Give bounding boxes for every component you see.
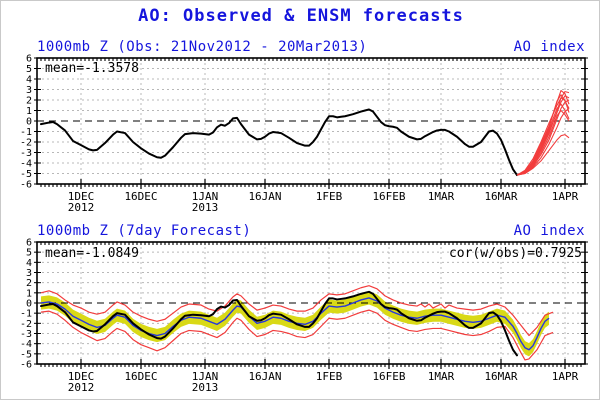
x-tick-label: 16FEB [372,190,405,203]
x-tick-label: 1APR [552,370,579,383]
y-tick-label: 3 [26,85,32,96]
x-tick-label: 16MAR [484,190,517,203]
x-tick-label: 16DEC [124,190,157,203]
y-tick-label: -2 [20,138,32,149]
x-tick-label: 16JAN [248,190,281,203]
y-tick-label: 6 [26,238,32,249]
envelope-line [40,285,554,337]
x-tick-label: 1JAN [192,370,219,383]
panel1-header: 1000mb Z (Obs: 21Nov2012 - 20Mar2013) AO… [37,39,585,55]
x-tick-label: 1FEB [316,190,343,203]
ensemble-member-line [516,90,570,176]
panel2-title: 1000mb Z (7day Forecast) [37,223,252,239]
panel1-mean-annotation: mean=-1.3578 [45,61,139,76]
y-tick-label: -3 [20,148,32,159]
y-tick-label: -1 [20,309,32,320]
x-tick-year-label: 2013 [192,381,219,394]
y-tick-label: -4 [20,159,32,170]
panel2-mean-annotation: mean=-1.0849 [45,246,139,261]
plot-box [36,57,586,185]
x-tick-label: 1MAR [428,190,455,203]
y-tick-label: 6 [26,54,32,65]
panel1-annotations: mean=-1.3578 [45,61,582,76]
y-tick-label: 2 [26,278,32,289]
y-tick-label: -5 [20,349,32,360]
y-tick-label: 4 [26,75,32,86]
observed-line [40,108,518,177]
y-tick-label: 1 [26,106,32,117]
panel2-ylabel: AO index [513,223,585,239]
x-tick-label: 1DEC [68,370,95,383]
x-tick-year-label: 2012 [68,381,95,394]
y-tick-label: 4 [26,258,32,269]
x-tick-year-label: 2013 [192,201,219,214]
x-tick-label: 16MAR [484,370,517,383]
y-tick-label: 5 [26,248,32,259]
y-tick-label: -2 [20,319,32,330]
y-tick-label: -4 [20,339,32,350]
x-tick-label: 1FEB [316,370,343,383]
y-tick-label: -3 [20,329,32,340]
y-tick-label: -6 [20,360,32,371]
y-tick-label: 3 [26,268,32,279]
y-tick-label: 5 [26,64,32,75]
x-tick-label: 16DEC [124,370,157,383]
x-tick-label: 1MAR [428,370,455,383]
ensemble-member-line [516,95,570,176]
y-tick-label: 1 [26,288,32,299]
y-tick-label: -1 [20,127,32,138]
x-tick-label: 1DEC [68,190,95,203]
x-tick-label: 1APR [552,190,579,203]
y-tick-label: 2 [26,96,32,107]
ensemble-member-line [516,94,570,176]
y-tick-label: -6 [20,180,32,191]
observed-line [40,290,518,357]
panel2-header: 1000mb Z (7day Forecast) AO index [37,223,585,239]
panel2-correlation-annotation: cor(w/obs)=0.7925 [448,246,582,261]
x-tick-label: 1JAN [192,190,219,203]
x-tick-label: 16FEB [372,370,405,383]
ensemble-member-line [516,134,570,176]
y-tick-label: 0 [26,299,32,310]
panel2-annotations: mean=-1.0849 cor(w/obs)=0.7925 [45,246,582,261]
x-tick-label: 16JAN [248,370,281,383]
envelope-line [40,309,554,361]
forecast-mean-line [40,297,550,351]
y-tick-label: 0 [26,117,32,128]
page-title: AO: Observed & ENSM forecasts [138,6,464,26]
x-tick-year-label: 2012 [68,201,95,214]
panel1-ylabel: AO index [513,39,585,55]
panel1-title: 1000mb Z (Obs: 21Nov2012 - 20Mar2013) [37,39,368,55]
y-tick-label: -5 [20,169,32,180]
